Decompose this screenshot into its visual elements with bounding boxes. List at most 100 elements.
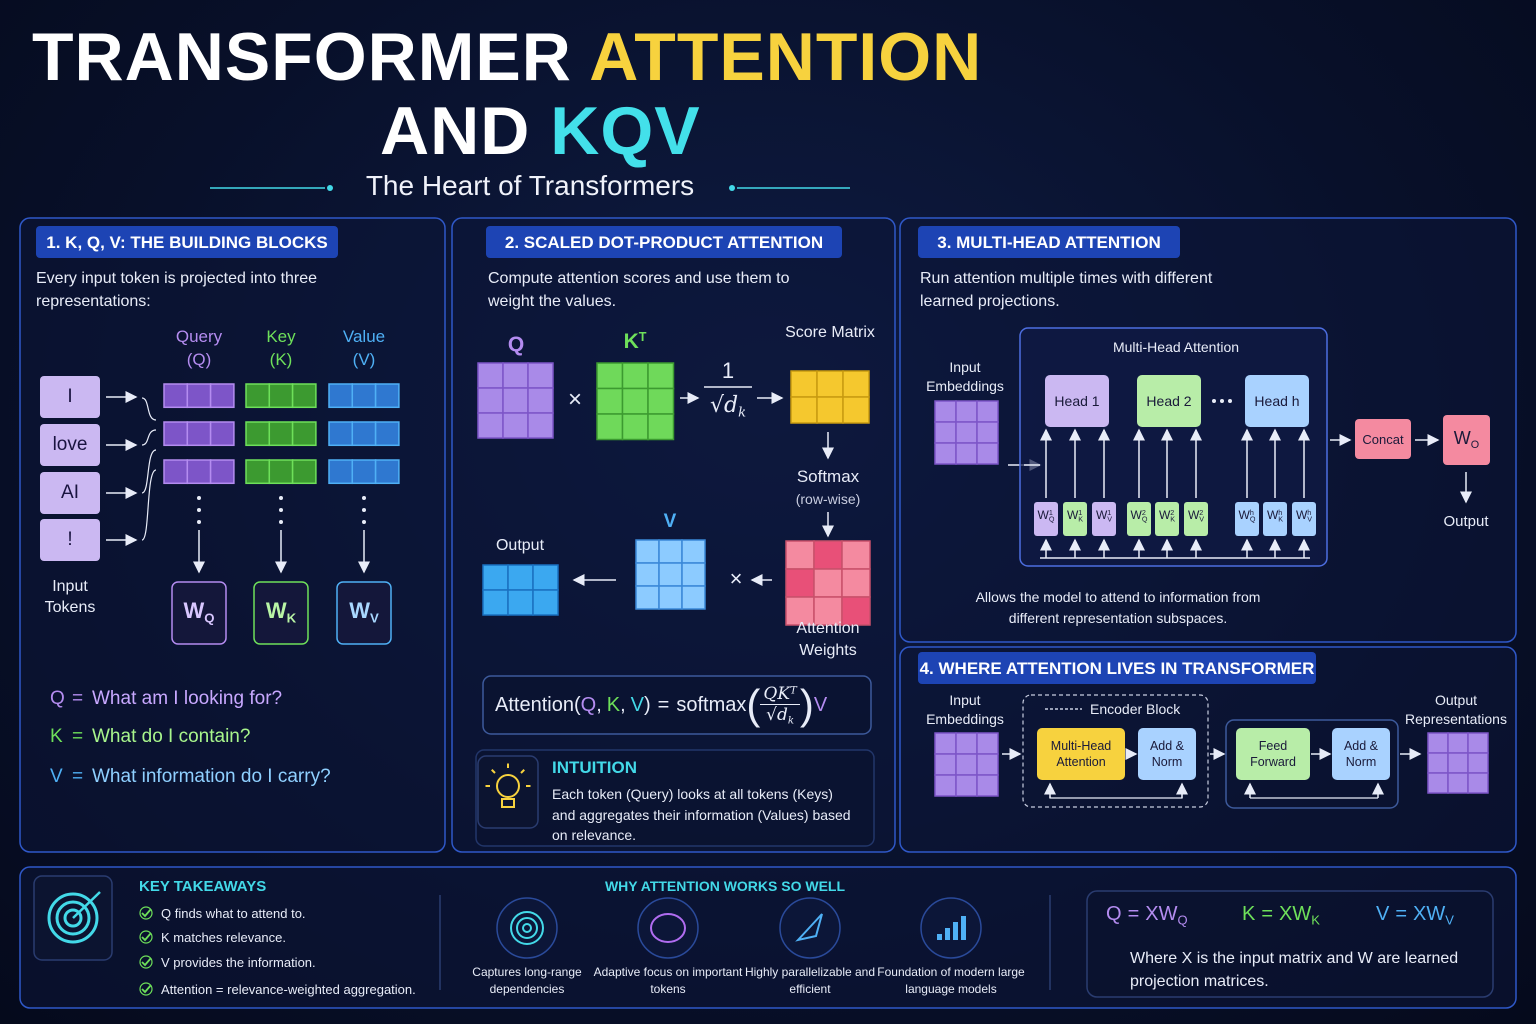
equation-sub: K xyxy=(1311,912,1320,928)
symbol-base: W xyxy=(265,598,287,623)
equation-lhs: V xyxy=(1376,903,1390,925)
matrix-cell xyxy=(681,539,706,564)
column-label: Value xyxy=(342,327,386,346)
panel-heading: 4. WHERE ATTENTION LIVES IN TRANSFORMER xyxy=(919,659,1315,678)
icon-rocket xyxy=(795,913,823,942)
box xyxy=(40,376,100,418)
dot xyxy=(1212,399,1216,403)
output-label: Output xyxy=(1443,513,1489,530)
reason-icon xyxy=(920,897,982,959)
equation-rhs: XW xyxy=(1413,903,1446,925)
matrix-cell xyxy=(1467,752,1489,774)
symbol-base: W xyxy=(1158,508,1171,522)
symbol-sub: Q xyxy=(1048,514,1055,524)
icon-bar xyxy=(961,916,966,940)
matrix-cell xyxy=(532,589,559,616)
box xyxy=(482,675,872,735)
column-symbol: (Q) xyxy=(186,350,212,369)
equation-equals: = xyxy=(1395,903,1408,925)
matrix-cell xyxy=(955,400,978,423)
column-label: Query xyxy=(175,327,223,346)
matrix-cell xyxy=(268,383,294,409)
equation: Q = XWQ xyxy=(1106,903,1188,928)
matrix-cell xyxy=(785,568,815,598)
box xyxy=(475,749,875,847)
panel-heading: 2. SCALED DOT-PRODUCT ATTENTION xyxy=(504,233,824,252)
box xyxy=(171,581,227,645)
matrix-cell xyxy=(1427,752,1449,774)
projection-symbol: WhK xyxy=(1266,508,1284,524)
box xyxy=(1127,502,1151,536)
definition-equals: = xyxy=(72,726,84,747)
matrix-cell xyxy=(842,396,870,424)
matrix-cell xyxy=(955,753,978,776)
title-word: KQV xyxy=(550,93,701,169)
check xyxy=(141,957,152,967)
matrix-cell xyxy=(955,442,978,465)
matrix-cell xyxy=(1447,772,1469,794)
takeaway: Attention = relevance-weighted aggregati… xyxy=(161,982,416,997)
symbol-base: W xyxy=(183,598,205,623)
symbol-base: W xyxy=(1066,508,1079,522)
equation-rhs: XW xyxy=(1145,903,1178,925)
takeaways-title: KEY TAKEAWAYS xyxy=(139,878,267,895)
equation-equals: = xyxy=(1127,903,1140,925)
matrix-cell xyxy=(1427,772,1449,794)
matrix-cell xyxy=(785,540,815,570)
formula-paren: ( xyxy=(573,693,581,716)
matrix-cell xyxy=(955,421,978,444)
symbol-sub: V xyxy=(369,610,379,626)
matrix-cell xyxy=(374,383,400,409)
bulb-base xyxy=(501,798,515,808)
heading-pill xyxy=(918,226,1180,258)
check-circle xyxy=(139,906,153,920)
symbol-base: W xyxy=(1187,508,1200,522)
check-circle xyxy=(139,930,153,944)
description: Compute attention scores and use them to… xyxy=(488,270,790,310)
matrix-cell xyxy=(1447,732,1469,754)
icon-ring xyxy=(522,923,532,933)
equation-sub: V xyxy=(1445,912,1454,928)
matrix-cell xyxy=(268,421,294,447)
matrix-cell xyxy=(790,370,818,398)
matrix-cell xyxy=(502,362,529,389)
weight-symbol: WK xyxy=(254,598,308,626)
block-label: Add & Norm xyxy=(1343,739,1379,769)
weight-symbol: WQ xyxy=(172,598,226,626)
matrix-cell xyxy=(976,774,999,797)
projection-symbol: W1Q xyxy=(1037,508,1055,524)
dot xyxy=(362,520,366,524)
matrix-cell xyxy=(841,540,871,570)
symbol-sub: V xyxy=(1107,514,1113,524)
icon-bar xyxy=(945,928,950,940)
box xyxy=(336,581,392,645)
box xyxy=(1063,502,1087,536)
equations-note: Where X is the input matrix and W are le… xyxy=(1130,950,1459,990)
projection-symbol: W1K xyxy=(1066,508,1084,524)
why-title: WHY ATTENTION WORKS SO WELL xyxy=(604,878,846,894)
box xyxy=(40,519,100,561)
symbol-base: W xyxy=(1095,508,1108,522)
title-word: TRANSFORMER xyxy=(32,19,572,95)
wo-symbol: WO xyxy=(1443,428,1490,451)
heading-pill xyxy=(918,652,1316,684)
dot xyxy=(1220,399,1224,403)
target-ring xyxy=(55,900,91,936)
formula-denominator: √dk xyxy=(766,705,794,727)
title-word: ATTENTION xyxy=(589,19,983,95)
matrix-cell xyxy=(245,383,271,409)
projection-symbol: WhV xyxy=(1295,508,1313,524)
box xyxy=(1263,502,1287,536)
token: I xyxy=(67,386,73,407)
matrix-cell xyxy=(841,596,871,626)
matrix-cell xyxy=(1447,752,1469,774)
matrix-cell xyxy=(527,387,554,414)
reason-caption: Captures long-range dependencies xyxy=(472,965,582,996)
encoder-box xyxy=(1022,694,1209,808)
token: love xyxy=(52,434,88,455)
matrix-cell xyxy=(527,362,554,389)
matrix-cell xyxy=(507,589,534,616)
symbol-sub: K xyxy=(1078,514,1084,524)
matrix-cell xyxy=(681,585,706,610)
box xyxy=(1155,502,1179,536)
